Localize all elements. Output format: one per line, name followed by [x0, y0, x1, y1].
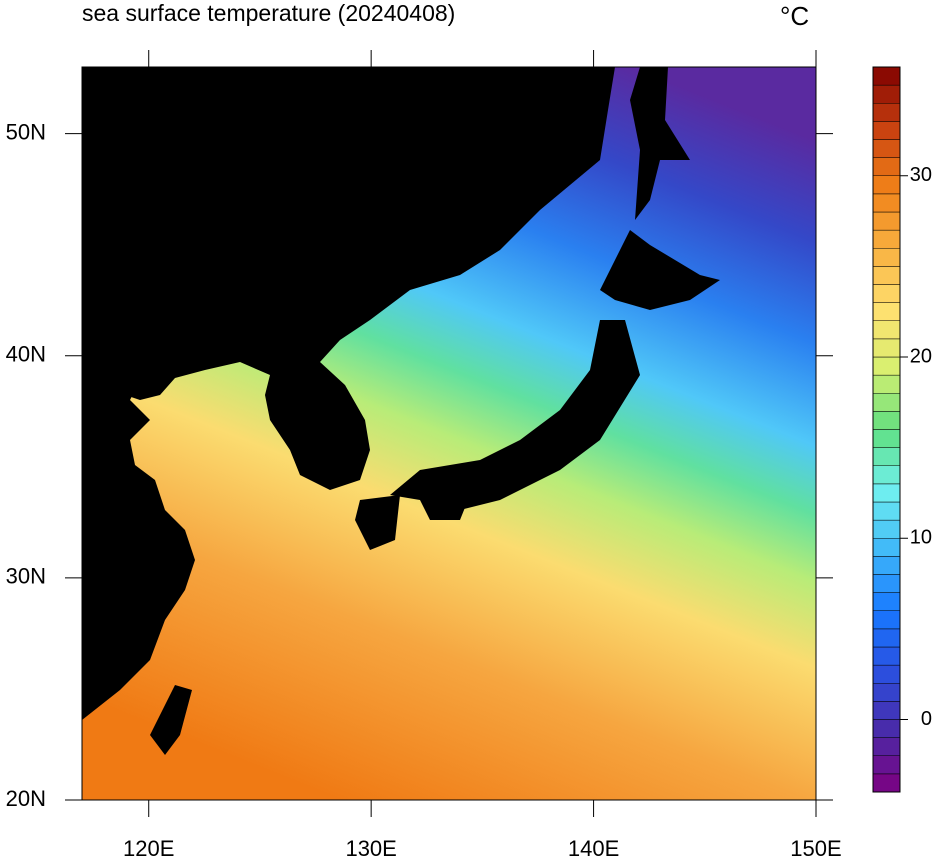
- colorbar-band: [872, 773, 901, 793]
- y-tick-label: 30N: [6, 564, 46, 589]
- colorbar-tick-label: 30: [910, 164, 932, 186]
- sakhalin: [630, 67, 690, 220]
- kyushu: [355, 495, 400, 550]
- taiwan: [150, 685, 192, 755]
- colorbar-tick-label: 0: [921, 708, 932, 730]
- colorbar-band: [872, 592, 901, 611]
- x-tick-label: 140E: [568, 836, 619, 858]
- colorbar-band: [872, 266, 901, 285]
- y-tick-label: 40N: [6, 342, 46, 367]
- colorbar-band: [872, 84, 901, 104]
- colorbar-band: [872, 121, 901, 140]
- colorbar-band: [872, 248, 901, 267]
- x-tick-label: 130E: [345, 836, 396, 858]
- colorbar-band: [872, 411, 901, 430]
- colorbar-band: [872, 429, 901, 448]
- colorbar-band: [872, 519, 901, 539]
- land: [82, 67, 720, 755]
- hokkaido: [600, 230, 720, 310]
- colorbar-band: [872, 737, 901, 756]
- colorbar-band: [872, 139, 901, 158]
- colorbar-band: [872, 556, 901, 575]
- colorbar-band: [872, 175, 901, 195]
- colorbar-band: [872, 465, 901, 485]
- colorbar-band: [872, 157, 901, 176]
- colorbar-band: [872, 683, 901, 702]
- honshu: [390, 320, 640, 510]
- colorbar-band: [872, 302, 901, 321]
- mainland: [82, 67, 615, 720]
- colorbar-band: [872, 701, 901, 720]
- colorbar-frame: [872, 66, 901, 793]
- map-title: sea surface temperature (20240408): [82, 0, 455, 26]
- x-tick-label: 120E: [123, 836, 174, 858]
- colorbar-band: [872, 229, 901, 249]
- colorbar-band: [872, 719, 901, 738]
- colorbar-band: [872, 193, 901, 213]
- colorbar-band: [872, 356, 901, 376]
- colorbar-band: [872, 501, 901, 521]
- colorbar-band: [872, 646, 901, 666]
- colorbar-band: [872, 284, 901, 303]
- colorbar-tick-label: 20: [910, 345, 932, 367]
- colorbar-band: [872, 755, 901, 775]
- colorbar-band: [872, 447, 901, 466]
- colorbar-band: [872, 320, 901, 340]
- colorbar-band: [872, 103, 901, 122]
- colorbar-band: [872, 628, 901, 648]
- y-tick-label: 20N: [6, 786, 46, 811]
- colorbar-band: [872, 338, 901, 358]
- colorbar-band: [872, 483, 901, 503]
- unit-label: °C: [780, 1, 809, 31]
- colorbar-tick-label: 10: [910, 527, 932, 549]
- shikoku: [420, 495, 470, 520]
- colorbar-band: [872, 374, 901, 394]
- colorbar-band: [872, 393, 901, 412]
- colorbar-band: [872, 664, 901, 684]
- colorbar-band: [872, 538, 901, 557]
- colorbar-band: [872, 574, 901, 593]
- plot-frame: [81, 66, 817, 801]
- colorbar-band: [872, 610, 901, 630]
- colorbar-band: [872, 66, 901, 86]
- x-tick-label: 150E: [790, 836, 841, 858]
- y-tick-label: 50N: [6, 119, 46, 144]
- colorbar-band: [872, 211, 901, 231]
